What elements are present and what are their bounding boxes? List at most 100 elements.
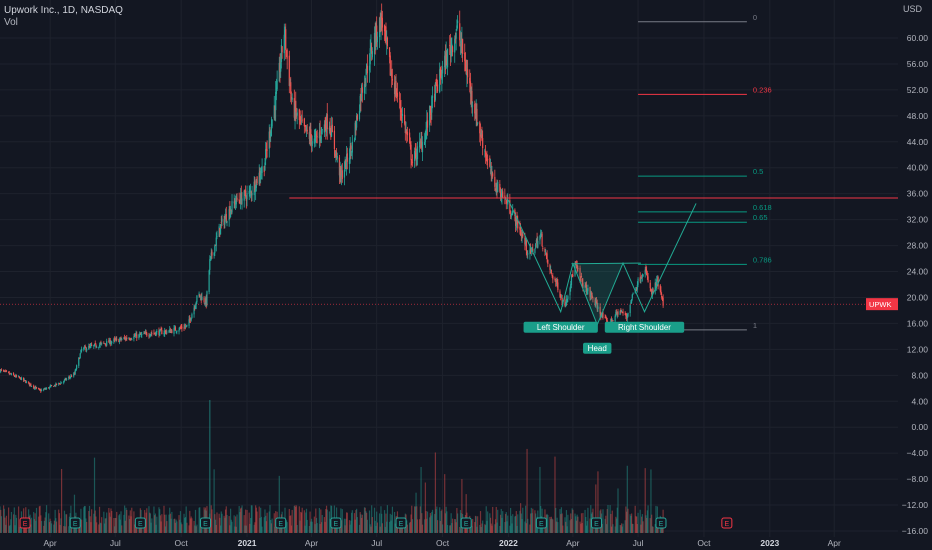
fib-level-label: 0.65 <box>753 213 768 222</box>
candle-body <box>366 63 368 75</box>
candle-body <box>356 114 358 120</box>
earnings-marker-label: E <box>23 521 28 528</box>
volume-bar <box>426 518 428 533</box>
volume-bar <box>193 520 195 533</box>
candle-body <box>288 55 290 86</box>
volume-bar <box>615 516 617 533</box>
volume-bar <box>319 523 321 533</box>
candle-body <box>371 51 373 58</box>
volume-bar <box>2 505 5 533</box>
candle-body <box>661 296 663 298</box>
earnings-marker <box>330 517 342 529</box>
volume-bar <box>4 517 6 533</box>
volume-bar <box>289 515 291 533</box>
candle-body <box>345 154 348 168</box>
volume-bar <box>642 521 644 533</box>
volume-bar <box>53 524 55 533</box>
volume-bar <box>43 525 45 533</box>
volume-bar <box>514 515 517 533</box>
volume-bar <box>224 517 226 533</box>
candle-body <box>171 330 173 333</box>
candle-body <box>276 80 278 90</box>
volume-bar <box>444 513 447 533</box>
candle-body <box>241 198 243 205</box>
volume-bar <box>532 508 534 533</box>
candle-body <box>358 111 361 120</box>
volume-bar <box>131 507 133 533</box>
candle-body <box>376 25 378 41</box>
candle-body <box>144 332 146 334</box>
volume-bar <box>256 511 258 533</box>
candle-body <box>115 338 117 341</box>
volume-bar <box>129 510 131 533</box>
candle-body <box>121 339 123 340</box>
candle-body <box>445 52 447 69</box>
volume-bar <box>390 520 392 533</box>
volume-bar <box>369 524 371 533</box>
candle-body <box>124 337 126 340</box>
volume-bar <box>65 514 67 533</box>
volume-bar <box>625 506 627 533</box>
candle-body <box>68 377 71 378</box>
volume-bar <box>93 457 96 533</box>
candle-body <box>365 76 367 86</box>
volume-bar <box>456 508 458 533</box>
candle-body <box>135 333 137 337</box>
candle-body <box>394 83 396 96</box>
volume-bar <box>245 509 247 533</box>
volume-bar <box>504 513 507 533</box>
candle-body <box>219 228 221 234</box>
volume-bar <box>579 521 581 533</box>
candle-body <box>104 343 106 345</box>
volume-bar <box>113 518 115 533</box>
volume-bar <box>421 513 423 533</box>
volume-bar <box>614 526 616 533</box>
volume-bar <box>30 517 33 533</box>
candle-body <box>250 191 252 193</box>
volume-bar <box>79 525 81 533</box>
volume-bar <box>486 520 488 533</box>
candle-body <box>194 305 197 309</box>
volume-bar <box>45 512 47 533</box>
candle-body <box>471 90 473 103</box>
candle-body <box>590 292 593 295</box>
volume-bar <box>123 514 125 533</box>
candle-body <box>481 134 483 141</box>
volume-bar <box>361 514 363 533</box>
volume-bar <box>439 507 441 533</box>
candle-body <box>375 23 377 44</box>
volume-label: Vol <box>4 17 18 28</box>
volume-bar <box>622 523 624 533</box>
volume-bar <box>465 494 467 533</box>
volume-bar <box>577 516 579 533</box>
volume-bar <box>273 513 275 533</box>
candle-body <box>525 241 527 245</box>
candle-body <box>621 311 623 313</box>
volume-bar <box>552 519 554 533</box>
volume-bar <box>411 519 414 533</box>
candle-body <box>48 386 51 389</box>
volume-bar <box>0 516 3 533</box>
candle-body <box>5 370 7 372</box>
volume-bar <box>60 468 63 533</box>
candle-body <box>585 284 588 293</box>
volume-bar <box>48 513 50 533</box>
candle-body <box>560 296 562 298</box>
volume-bar <box>34 513 36 533</box>
candle-body <box>179 327 182 329</box>
candle-body <box>371 47 373 54</box>
volume-bar <box>188 525 190 533</box>
volume-bar <box>584 509 586 533</box>
time-tick-label: Oct <box>175 538 189 548</box>
candle-body <box>0 369 3 371</box>
volume-bar <box>509 525 511 533</box>
candle-body <box>336 155 338 159</box>
candle-body <box>209 259 211 270</box>
candle-body <box>566 298 568 300</box>
volume-bar <box>420 467 422 533</box>
volume-bar <box>15 517 18 533</box>
candle-body <box>88 346 91 348</box>
time-tick-label: Apr <box>566 538 579 548</box>
volume-bar <box>169 507 171 533</box>
